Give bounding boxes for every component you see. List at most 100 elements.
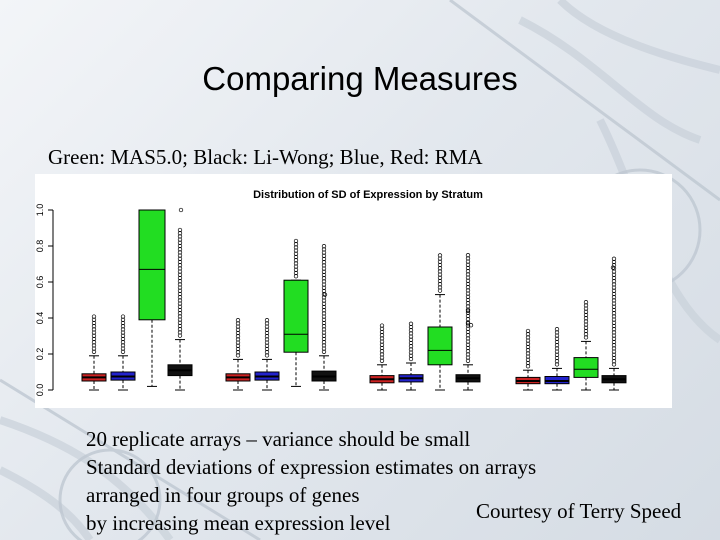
outlier-point [611,352,617,357]
outlier-point [525,332,531,337]
outlier-point [177,317,183,322]
outlier-point [321,308,327,313]
outlier-point [293,270,299,276]
outlier-point [321,260,327,265]
outlier-point [177,288,183,293]
outlier-point [611,359,617,364]
outlier-point [525,341,531,346]
outlier-point [235,350,241,355]
outlier-point [611,266,617,271]
outlier-point [235,337,241,342]
outlier-point [91,320,97,326]
outlier-point [437,272,443,277]
outlier-point [611,279,617,284]
outlier-point [321,247,327,252]
outlier-point [120,314,126,319]
outlier-point [321,346,327,351]
outlier-point [321,340,327,345]
outlier-point [120,330,126,335]
outlier-point [177,333,183,338]
outlier-point [177,231,183,236]
outlier-point [321,333,327,338]
outlier-point [437,259,443,264]
outlier-point [120,320,126,326]
outlier-point [465,342,471,347]
outlier-point [293,238,299,244]
outlier-point [264,343,270,348]
outlier-point [379,345,385,351]
outlier-point [379,358,385,363]
outlier-point [177,301,183,306]
outlier-point [91,317,97,322]
outlier-point [611,263,617,268]
outlier-point [321,336,327,342]
box-blue-group-2 [254,318,280,391]
outlier-point [611,349,617,354]
outlier-point [611,291,617,297]
outlier-point [611,269,617,274]
outlier-point [611,304,617,309]
outlier-point [264,350,270,355]
outlier-point [583,312,589,318]
outlier-point [177,282,183,287]
boxplot-series [81,207,627,391]
outlier-point [611,295,617,300]
outlier-point [408,340,414,346]
outlier-point [465,336,471,341]
outlier-point [583,306,589,311]
outlier-point [465,291,471,296]
box-body [573,357,599,378]
outlier-point [611,311,617,316]
outlier-point [264,330,270,336]
outlier-point [525,364,531,369]
outlier-point [379,352,385,357]
outlier-point [583,332,589,337]
outlier-point [554,352,560,357]
outlier-point [235,353,241,358]
box-blue-group-4 [544,327,570,391]
outlier-point [611,320,617,325]
outlier-point [465,313,471,319]
outlier-point [465,321,471,326]
bullet-line-1: 20 replicate arrays – variance should be… [86,427,471,451]
outlier-point [611,330,617,335]
box-blue-group-1 [110,314,136,391]
outlier-point [91,333,97,338]
slide-subtitle: Green: MAS5.0; Black: Li-Wong; Blue, Red… [48,145,483,169]
outlier-point [177,295,183,300]
outlier-point [322,292,328,297]
outlier-point [408,328,414,333]
box-red-group-1 [81,314,107,391]
outlier-point [293,248,299,253]
outlier-point [610,265,616,270]
outlier-point [177,307,183,313]
outlier-point [611,298,617,303]
outlier-point [264,346,270,352]
outlier-point [293,267,299,272]
outlier-point [554,339,560,345]
outlier-point [408,347,414,352]
outlier-point [177,247,183,252]
box-black-group-3 [455,253,481,391]
outlier-point [379,323,385,328]
outlier-point [120,343,126,348]
outlier-point [379,326,385,331]
outlier-point [465,323,471,328]
outlier-point [611,343,617,348]
outlier-point [120,349,126,354]
outlier-point [525,354,531,359]
outlier-point [177,266,183,271]
outlier-point [583,322,589,327]
outlier-point [611,333,617,338]
outlier-point [554,355,560,361]
outlier-point [465,349,471,354]
outlier-point [321,320,327,326]
outlier-point [525,338,531,343]
outlier-point [465,345,471,351]
box-green-group-4 [573,300,599,391]
outlier-point [177,304,183,309]
y-axis: 0.0 0.2 0.4 0.6 0.8 1.0 [35,204,54,396]
outlier-point [178,207,184,213]
outlier-point [379,339,385,344]
outlier-point [91,343,97,348]
